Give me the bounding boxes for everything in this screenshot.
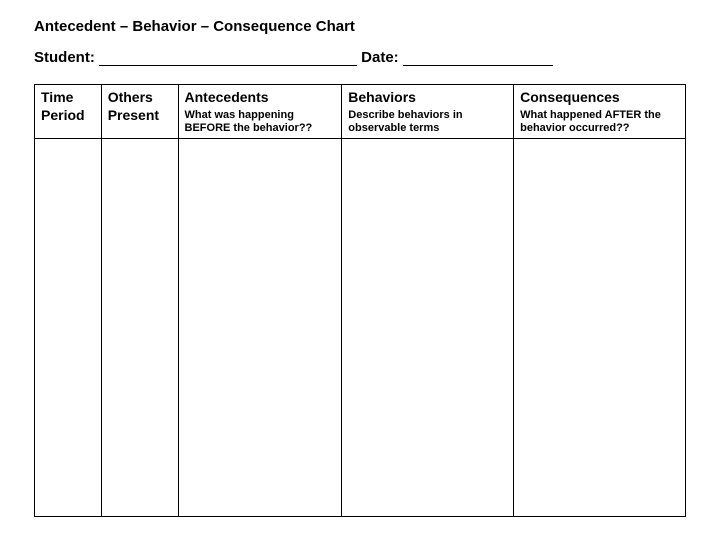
col-header-sub: Describe behaviors in observable terms [348,109,507,137]
date-label: Date: [361,49,399,66]
col-header-antecedents: Antecedents What was happening BEFORE th… [178,85,342,139]
table-row [35,139,686,517]
col-header-label: Others Present [108,89,172,124]
col-header-sub: What happened AFTER the behavior occurre… [520,109,679,137]
cell-behav[interactable] [342,139,514,517]
student-label: Student: [34,49,95,66]
student-input-line[interactable] [99,51,357,66]
page-title: Antecedent – Behavior – Consequence Char… [34,18,686,35]
cell-conseq[interactable] [514,139,686,517]
col-header-others: Others Present [101,85,178,139]
col-header-behaviors: Behaviors Describe behaviors in observab… [342,85,514,139]
col-header-label: Antecedents [185,89,336,107]
col-header-label: Time Period [41,89,95,124]
col-header-sub: What was happening BEFORE the behavior?? [185,109,336,137]
col-header-consequences: Consequences What happened AFTER the beh… [514,85,686,139]
abc-table: Time Period Others Present Antecedents W… [34,84,686,517]
cell-antec[interactable] [178,139,342,517]
col-header-label: Behaviors [348,89,507,107]
cell-others[interactable] [101,139,178,517]
col-header-time: Time Period [35,85,102,139]
cell-time[interactable] [35,139,102,517]
form-fields: Student: Date: [34,49,686,66]
col-header-label: Consequences [520,89,679,107]
date-input-line[interactable] [403,51,553,66]
table-header-row: Time Period Others Present Antecedents W… [35,85,686,139]
